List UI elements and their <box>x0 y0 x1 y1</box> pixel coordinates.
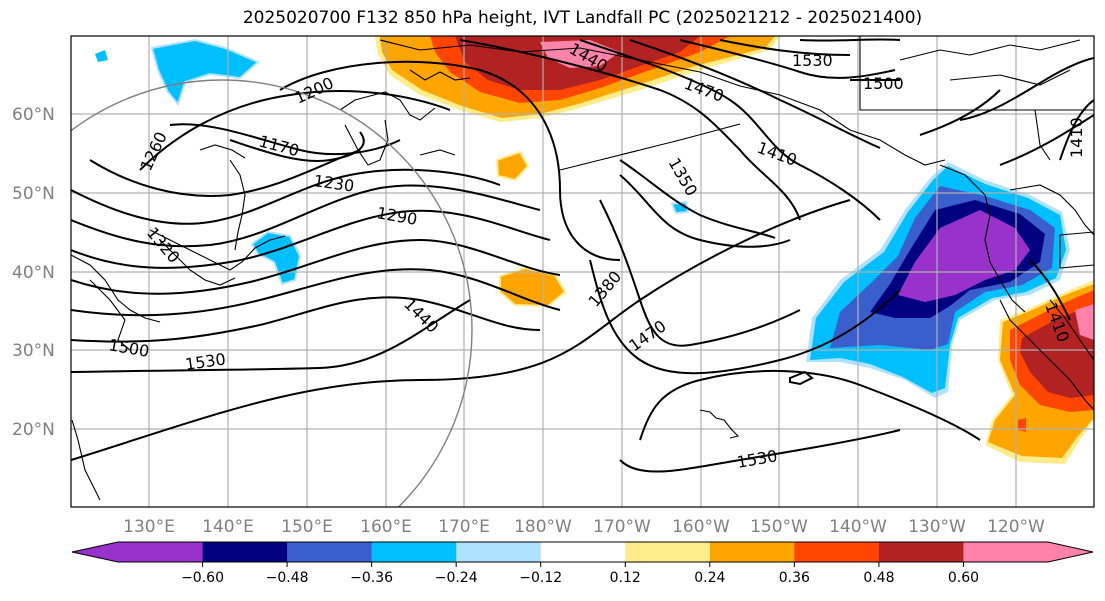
ivt-negative-small <box>95 50 108 62</box>
lon-label: 170°W <box>593 517 651 537</box>
contour-label: 1410 <box>755 138 800 170</box>
ivt-negative-plume-purple <box>898 210 1030 302</box>
colorbar: −0.60 −0.48 −0.36 −0.24 −0.12 0.12 0.24 0.36 0.4… <box>71 541 1094 586</box>
ivt-positive-patch-south <box>1018 418 1026 432</box>
colorbar-outline <box>71 541 1094 563</box>
colorbar-segment <box>202 542 288 562</box>
lon-label: 130°W <box>908 517 966 537</box>
colorbar-segment <box>287 542 373 562</box>
ivt-positive-patch-aleutian <box>495 150 530 182</box>
contour-label: 1500 <box>863 74 904 93</box>
longitude-labels: 130°E 140°E 150°E 160°E 170°E 180°W 170°… <box>123 517 1045 537</box>
colorbar-segment <box>794 542 880 562</box>
lon-label: 170°E <box>438 517 490 537</box>
ivt-positive-southeast-pink <box>1075 304 1094 340</box>
lon-label: 150°W <box>750 517 808 537</box>
colorbar-segment <box>963 542 1049 562</box>
lat-label-50n: 50°N <box>12 184 55 204</box>
lon-label: 160°E <box>360 517 412 537</box>
range-ring <box>71 79 473 507</box>
height-contours <box>71 38 1094 473</box>
colorbar-tick-label: −0.48 <box>266 570 309 586</box>
lat-label-20n: 20°N <box>12 420 55 440</box>
colorbar-tick-label: 0.48 <box>863 570 894 586</box>
contour-label: 1380 <box>585 267 626 310</box>
colorbar-tick-label: 0.12 <box>610 570 641 586</box>
graticule <box>71 36 1094 507</box>
contour-label: 1530 <box>735 446 778 472</box>
contour-label: 1530 <box>792 51 833 70</box>
lon-label: 140°W <box>829 517 887 537</box>
colorbar-segment <box>540 542 626 562</box>
lon-label: 130°E <box>123 517 175 537</box>
contour-label: 1500 <box>107 335 150 361</box>
contour-label: 1410 <box>1067 117 1086 158</box>
map-title: 2025020700 F132 850 hPa height, IVT Land… <box>242 8 923 28</box>
ivt-shading <box>95 36 1094 464</box>
ivt-positive-southeast-darkred <box>1020 305 1094 398</box>
colorbar-segment <box>118 542 204 562</box>
lat-label-60n: 60°N <box>12 105 55 125</box>
lon-label: 120°W <box>987 517 1045 537</box>
colorbar-extend-low <box>72 542 118 562</box>
lat-label-40n: 40°N <box>12 263 55 283</box>
colorbar-tick-label: 0.60 <box>948 570 979 586</box>
contour-label: 1200 <box>292 73 337 107</box>
colorbar-extend-high <box>1048 542 1093 562</box>
colorbar-tick-label: −0.60 <box>181 570 224 586</box>
ivt-negative-japan <box>250 230 302 286</box>
ivt-positive-patch-dateline <box>499 266 567 308</box>
colorbar-tick-label: −0.24 <box>435 570 478 586</box>
colorbar-tick-label: −0.36 <box>350 570 393 586</box>
colorbar-tick-label: 0.36 <box>779 570 810 586</box>
lon-label: 180°W <box>514 517 572 537</box>
contour-label: 1260 <box>136 129 170 174</box>
colorbar-segment <box>456 542 542 562</box>
colorbar-segment <box>709 542 795 562</box>
lon-label: 140°E <box>202 517 254 537</box>
colorbar-segment <box>878 542 964 562</box>
colorbar-segment <box>371 542 457 562</box>
lat-label-30n: 30°N <box>12 341 55 361</box>
lon-label: 160°W <box>672 517 730 537</box>
contour-label: 1290 <box>375 203 418 229</box>
colorbar-tick-label: 0.24 <box>694 570 725 586</box>
latitude-labels: 60°N 50°N 40°N 30°N 20°N <box>12 105 55 440</box>
colorbar-tick-label: −0.12 <box>519 570 562 586</box>
colorbar-segment <box>625 542 711 562</box>
ivt-negative-kamchatka <box>150 38 260 107</box>
lon-label: 150°E <box>281 517 333 537</box>
map-frame <box>70 35 1095 508</box>
